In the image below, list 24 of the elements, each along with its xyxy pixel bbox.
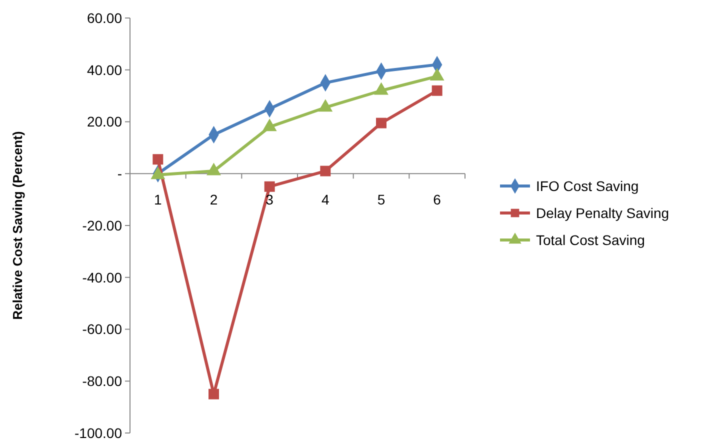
point bbox=[208, 388, 219, 400]
y-tick-label: -60.00 bbox=[82, 321, 122, 338]
y-tick-label: 40.00 bbox=[86, 62, 122, 78]
x-tick-label: 5 bbox=[377, 192, 386, 208]
y-tick-label: -20.00 bbox=[82, 217, 122, 234]
legend-label: Total Cost Saving bbox=[536, 232, 645, 248]
y-tick-label: 20.00 bbox=[86, 114, 122, 130]
point bbox=[376, 118, 386, 128]
x-tick-label: 1 bbox=[154, 192, 162, 208]
y-tick-label: -100.00 bbox=[74, 424, 122, 441]
y-tick-label: -40.00 bbox=[82, 269, 122, 286]
point bbox=[264, 181, 275, 192]
y-tick-label: -80.00 bbox=[82, 373, 122, 390]
y-axis-title: Relative Cost Saving (Percent) bbox=[10, 131, 25, 320]
point bbox=[152, 154, 164, 165]
x-tick-label: 4 bbox=[322, 192, 330, 208]
y-tick-label: - bbox=[117, 166, 122, 182]
legend-label: IFO Cost Saving bbox=[536, 178, 639, 194]
point bbox=[432, 85, 442, 96]
x-tick-label: 6 bbox=[433, 192, 442, 208]
y-tick-label: 60.00 bbox=[86, 10, 122, 26]
x-tick-label: 2 bbox=[210, 192, 218, 208]
legend-label: Delay Penalty Saving bbox=[536, 204, 670, 221]
point bbox=[320, 166, 331, 176]
